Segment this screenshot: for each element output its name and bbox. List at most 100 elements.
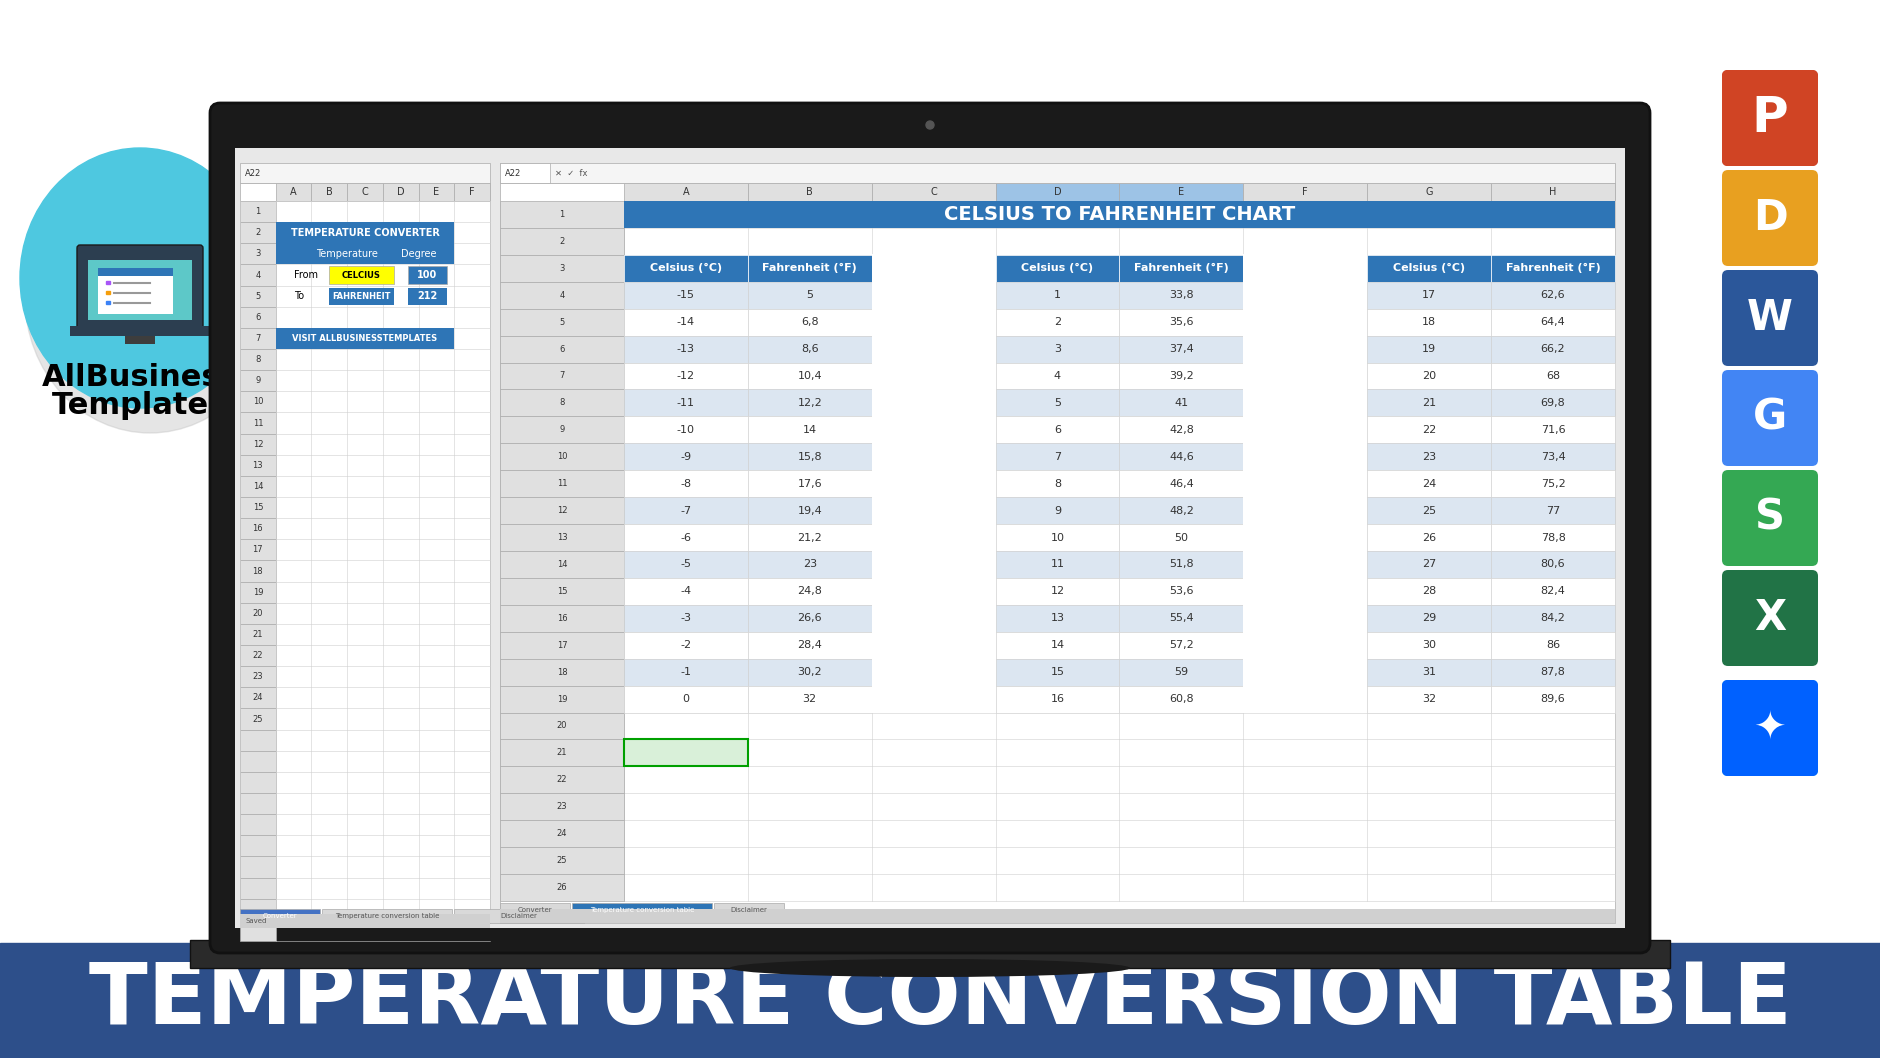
Text: CELSIUS TO FAHRENHEIT CHART: CELSIUS TO FAHRENHEIT CHART — [944, 205, 1295, 224]
Bar — [1367, 183, 1491, 201]
Bar — [1367, 578, 1491, 605]
Text: 20: 20 — [1421, 371, 1436, 381]
Text: 12,2: 12,2 — [797, 398, 822, 408]
Text: ≋: ≋ — [1752, 707, 1786, 749]
Text: S: S — [1754, 497, 1784, 539]
Text: 12: 12 — [252, 440, 263, 449]
Bar — [500, 201, 624, 227]
Bar — [995, 659, 1119, 686]
Bar — [1119, 335, 1243, 363]
Bar — [748, 551, 870, 578]
Bar — [1491, 524, 1615, 551]
Bar — [419, 183, 455, 201]
Bar — [1491, 281, 1615, 309]
Text: 66,2: 66,2 — [1540, 344, 1564, 354]
Bar — [624, 551, 748, 578]
Text: A: A — [290, 187, 297, 197]
Bar — [1491, 255, 1615, 281]
FancyBboxPatch shape — [1720, 680, 1818, 776]
Bar — [241, 391, 276, 413]
Bar — [624, 497, 748, 524]
Text: 80,6: 80,6 — [1540, 560, 1564, 569]
Bar — [1367, 551, 1491, 578]
Bar — [241, 413, 276, 434]
Text: 32: 32 — [1421, 694, 1436, 704]
Bar — [241, 307, 276, 328]
Bar — [276, 243, 455, 264]
Bar — [1119, 470, 1243, 497]
Text: 3: 3 — [256, 250, 261, 258]
Text: 2: 2 — [558, 237, 564, 245]
Text: 6: 6 — [558, 345, 564, 353]
Bar — [276, 183, 312, 201]
Text: 21,2: 21,2 — [797, 532, 822, 543]
Bar — [500, 163, 1615, 183]
Bar — [500, 874, 624, 901]
Bar — [500, 909, 1615, 923]
Bar — [624, 659, 748, 686]
Bar — [455, 183, 489, 201]
Bar — [714, 902, 784, 917]
Bar — [748, 255, 870, 281]
Text: FAHRENHEIT: FAHRENHEIT — [333, 292, 391, 300]
Text: 89,6: 89,6 — [1540, 694, 1564, 704]
Bar — [1491, 443, 1615, 470]
Text: ✕  ✓  fx: ✕ ✓ fx — [555, 168, 587, 178]
Text: B: B — [325, 187, 333, 197]
Text: 55,4: 55,4 — [1169, 614, 1194, 623]
Text: 69,8: 69,8 — [1540, 398, 1564, 408]
Bar — [1119, 551, 1243, 578]
Bar — [98, 268, 173, 276]
Bar — [241, 243, 276, 264]
Text: 64,4: 64,4 — [1540, 317, 1564, 327]
Text: D: D — [1053, 187, 1060, 197]
Text: -4: -4 — [681, 586, 692, 597]
Bar — [241, 201, 276, 222]
Bar — [1367, 470, 1491, 497]
Bar — [241, 914, 489, 928]
Text: 23: 23 — [252, 672, 263, 681]
Text: 28,4: 28,4 — [797, 640, 822, 651]
Bar — [241, 772, 276, 794]
Text: 12: 12 — [556, 506, 568, 515]
Bar — [500, 740, 624, 766]
Bar — [312, 183, 348, 201]
Text: 18: 18 — [556, 668, 568, 677]
Bar — [241, 815, 276, 835]
Bar — [1367, 686, 1491, 712]
Text: 100: 100 — [417, 270, 438, 280]
Text: D: D — [1752, 197, 1786, 239]
Bar — [1491, 417, 1615, 443]
Text: -13: -13 — [677, 344, 694, 354]
Text: 24,8: 24,8 — [797, 586, 822, 597]
FancyBboxPatch shape — [77, 245, 203, 331]
Text: 23: 23 — [1421, 452, 1436, 461]
Text: 13: 13 — [1049, 614, 1064, 623]
Text: -10: -10 — [677, 425, 694, 435]
Bar — [1491, 578, 1615, 605]
Text: Temperature: Temperature — [316, 249, 378, 259]
Bar — [241, 163, 489, 183]
Text: 5: 5 — [256, 292, 259, 300]
Bar — [1491, 183, 1615, 201]
Text: 26: 26 — [1421, 532, 1436, 543]
Bar — [995, 605, 1119, 632]
Bar — [995, 309, 1119, 335]
Text: 19: 19 — [1421, 344, 1436, 354]
Text: -2: -2 — [681, 640, 692, 651]
Text: 25: 25 — [252, 714, 263, 724]
Bar — [384, 183, 419, 201]
Bar — [105, 300, 109, 304]
Text: 17: 17 — [252, 545, 263, 554]
Bar — [995, 389, 1119, 417]
Bar — [748, 497, 870, 524]
Bar — [1491, 470, 1615, 497]
Text: E: E — [1177, 187, 1184, 197]
Text: 1: 1 — [256, 207, 259, 216]
Bar — [500, 497, 624, 524]
Bar — [624, 443, 748, 470]
Text: 68: 68 — [1545, 371, 1559, 381]
Text: 10: 10 — [556, 452, 568, 461]
Text: 71,6: 71,6 — [1540, 425, 1564, 435]
Bar — [748, 417, 870, 443]
